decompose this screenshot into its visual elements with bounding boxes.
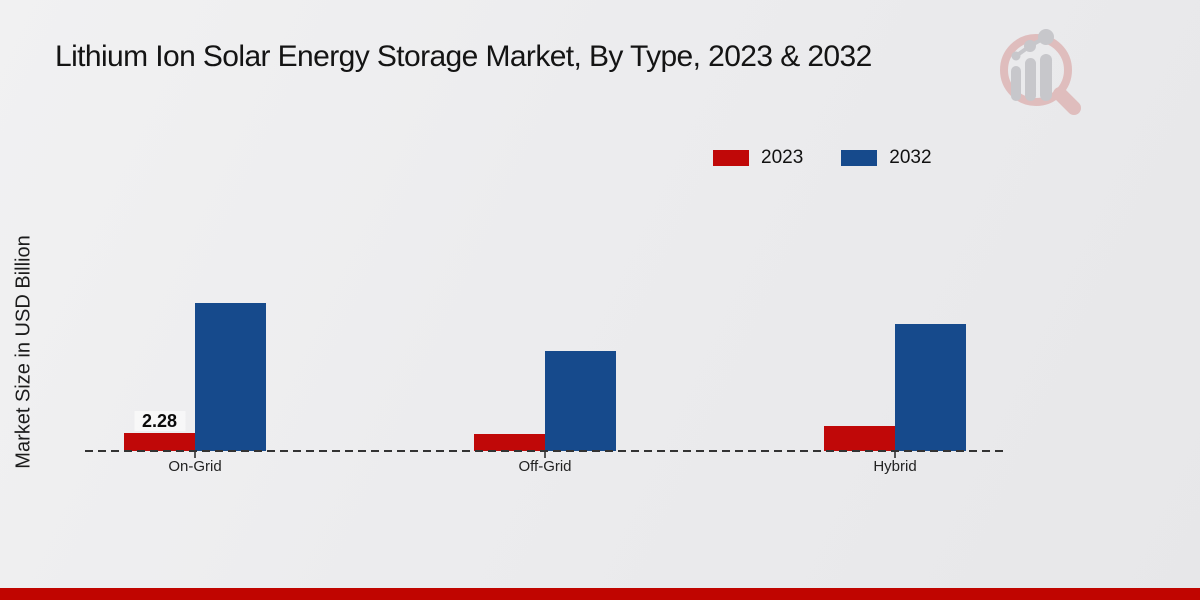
legend-item-2023: 2023 <box>713 147 803 169</box>
category-label-hybrid: Hybrid <box>873 458 917 475</box>
magnifier-bar-chart-logo <box>1000 29 1081 115</box>
bar-2023-on-grid <box>124 433 195 451</box>
x-axis-tick-hybrid <box>894 452 896 458</box>
x-axis-tick-on-grid <box>194 452 196 458</box>
footer-accent-bar <box>0 588 1200 600</box>
bar-2023-hybrid <box>824 426 895 451</box>
bar-2023-off-grid <box>474 434 545 451</box>
bar-2032-hybrid <box>895 324 966 451</box>
bar-2032-off-grid <box>545 351 616 451</box>
category-label-off-grid: Off-Grid <box>518 458 572 475</box>
y-axis-title: Market Size in USD Billion <box>12 235 35 469</box>
legend-swatch-2032 <box>841 150 878 166</box>
x-axis-tick-off-grid <box>544 452 546 458</box>
chart-title: Lithium Ion Solar Energy Storage Market,… <box>55 40 872 73</box>
bar-2032-on-grid <box>195 303 266 451</box>
legend-item-2032: 2032 <box>841 147 932 169</box>
data-label-2023-on-grid: 2.28 <box>133 411 186 431</box>
legend-swatch-2023 <box>713 150 749 166</box>
legend: 2023 2032 <box>713 147 932 169</box>
legend-label-2032: 2032 <box>889 147 932 168</box>
category-label-on-grid: On-Grid <box>168 458 222 475</box>
x-axis-line <box>85 450 1007 452</box>
legend-label-2023: 2023 <box>761 147 804 168</box>
